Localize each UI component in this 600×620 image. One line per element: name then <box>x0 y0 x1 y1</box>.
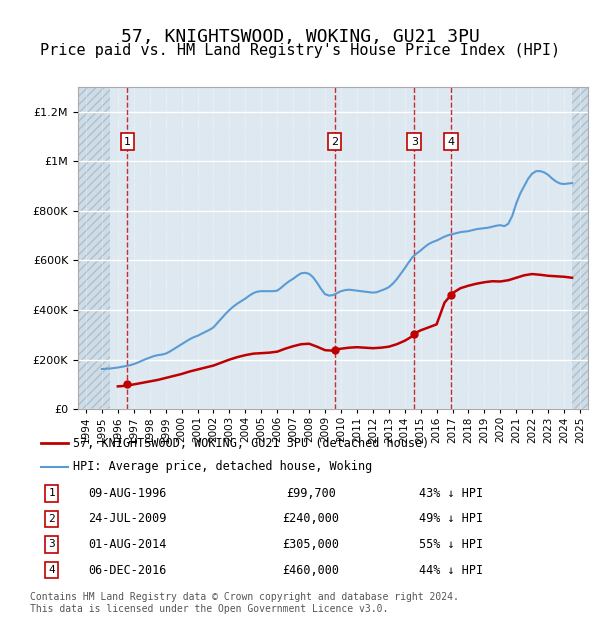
Text: 2: 2 <box>331 136 338 146</box>
Text: Contains HM Land Registry data © Crown copyright and database right 2024.
This d: Contains HM Land Registry data © Crown c… <box>30 592 459 614</box>
Text: £305,000: £305,000 <box>283 538 340 551</box>
Text: 57, KNIGHTSWOOD, WOKING, GU21 3PU (detached house): 57, KNIGHTSWOOD, WOKING, GU21 3PU (detac… <box>73 437 430 450</box>
Text: 1: 1 <box>124 136 131 146</box>
Text: HPI: Average price, detached house, Woking: HPI: Average price, detached house, Woki… <box>73 460 373 473</box>
Text: 49% ↓ HPI: 49% ↓ HPI <box>419 512 483 525</box>
Text: 4: 4 <box>48 565 55 575</box>
Text: £99,700: £99,700 <box>286 487 336 500</box>
Text: 09-AUG-1996: 09-AUG-1996 <box>88 487 166 500</box>
Text: Price paid vs. HM Land Registry's House Price Index (HPI): Price paid vs. HM Land Registry's House … <box>40 43 560 58</box>
Text: 2: 2 <box>48 514 55 524</box>
Text: 44% ↓ HPI: 44% ↓ HPI <box>419 564 483 577</box>
Text: 57, KNIGHTSWOOD, WOKING, GU21 3PU: 57, KNIGHTSWOOD, WOKING, GU21 3PU <box>121 28 479 46</box>
Text: £460,000: £460,000 <box>283 564 340 577</box>
Text: 06-DEC-2016: 06-DEC-2016 <box>88 564 166 577</box>
Text: £240,000: £240,000 <box>283 512 340 525</box>
Text: 24-JUL-2009: 24-JUL-2009 <box>88 512 166 525</box>
Text: 4: 4 <box>448 136 455 146</box>
Text: 3: 3 <box>48 539 55 549</box>
Text: 55% ↓ HPI: 55% ↓ HPI <box>419 538 483 551</box>
Text: 1: 1 <box>48 489 55 498</box>
Text: 43% ↓ HPI: 43% ↓ HPI <box>419 487 483 500</box>
Text: 3: 3 <box>411 136 418 146</box>
Text: 01-AUG-2014: 01-AUG-2014 <box>88 538 166 551</box>
